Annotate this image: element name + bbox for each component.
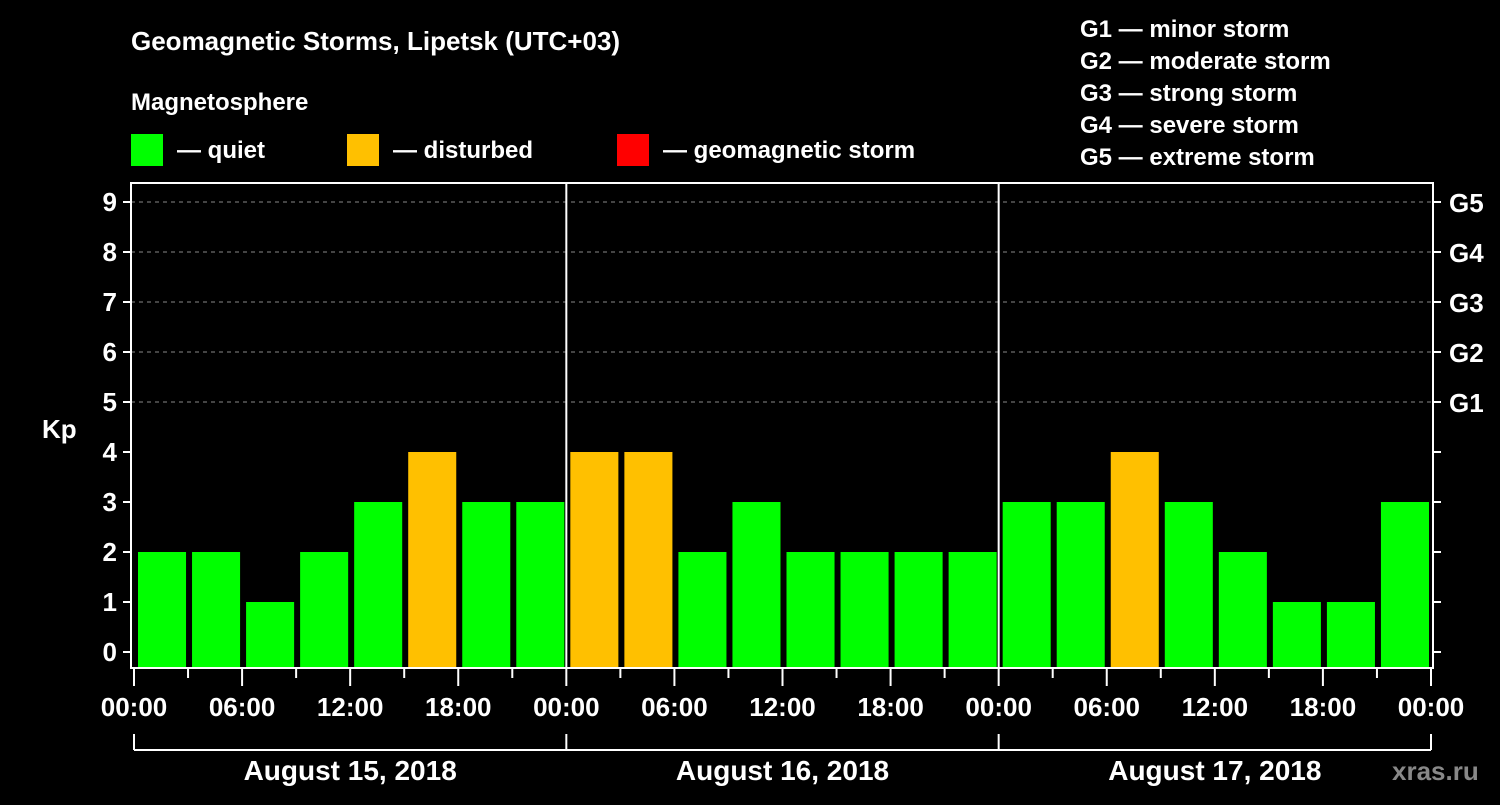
kp-bar [138,552,187,668]
y-tick-label: 1 [103,587,117,617]
kp-bar [1110,452,1159,668]
kp-bar [300,552,349,668]
y-tick-label: 7 [103,287,117,317]
y-tick-label: 4 [103,437,118,467]
y-tick-label: 5 [103,387,117,417]
kp-bar [1326,602,1375,668]
y-tick-label: 8 [103,237,117,267]
g-scale-label: G1 [1449,388,1484,418]
day-label: August 16, 2018 [676,755,889,786]
kp-bar [1218,552,1267,668]
storm-scale-legend: G1 — minor storm G2 — moderate storm G3 … [1080,16,1331,171]
storm-scale-g2: G2 — moderate storm [1080,48,1331,75]
x-tick-label: 18:00 [425,692,492,722]
y-tick-label: 2 [103,537,117,567]
x-tick-label: 00:00 [1398,692,1465,722]
kp-bar [894,552,943,668]
legend-label-quiet: — quiet [177,137,265,164]
day-label: August 17, 2018 [1108,755,1321,786]
chart-title: Geomagnetic Storms, Lipetsk (UTC+03) [131,26,620,56]
kp-bar [1164,502,1213,668]
kp-bar [1056,502,1105,668]
legend: — quiet — disturbed — geomagnetic storm [131,134,915,166]
bars [138,452,1429,668]
legend-swatch-disturbed [347,134,379,166]
legend-title: Magnetosphere [131,89,308,116]
g-scale-label: G3 [1449,288,1484,318]
grid [131,201,1433,403]
kp-bar [1002,502,1051,668]
y-tick-label: 0 [103,637,117,667]
kp-bar [840,552,889,668]
kp-bar [570,452,619,668]
x-tick-label: 12:00 [317,692,384,722]
legend-label-disturbed: — disturbed [393,137,533,164]
storm-scale-g5: G5 — extreme storm [1080,144,1315,171]
x-tick-label: 00:00 [965,692,1032,722]
storm-scale-g3: G3 — strong storm [1080,80,1297,107]
storm-scale-g4: G4 — severe storm [1080,112,1299,139]
g-scale-label: G4 [1449,238,1484,268]
g-scale-label: G2 [1449,338,1484,368]
watermark: xras.ru [1392,756,1479,786]
legend-swatch-storm [617,134,649,166]
x-tick-label: 00:00 [533,692,600,722]
kp-bar [192,552,241,668]
kp-bar [354,502,403,668]
x-tick-label: 12:00 [1182,692,1249,722]
storm-scale-g1: G1 — minor storm [1080,16,1289,43]
x-tick-label: 00:00 [101,692,168,722]
kp-bar [1272,602,1321,668]
x-tick-label: 06:00 [1073,692,1140,722]
g-scale-label: G5 [1449,188,1484,218]
y-axis-label: Kp [42,414,77,444]
x-tick-label: 12:00 [749,692,816,722]
x-tick-label: 18:00 [1290,692,1357,722]
kp-bar [624,452,673,668]
kp-bar [1380,502,1429,668]
y-tick-label: 3 [103,487,117,517]
x-tick-label: 18:00 [857,692,924,722]
y-tick-label: 6 [103,337,117,367]
kp-bar [246,602,295,668]
kp-bar [786,552,835,668]
axes: 0 1 2 3 4 5 6 7 8 9 G1 G2 G3 G4 G5 00:00 06:00 12:00 18:00… [101,182,1484,786]
day-label: August 15, 2018 [244,755,457,786]
kp-bar [678,552,727,668]
y-tick-label: 9 [103,187,117,217]
legend-label-storm: — geomagnetic storm [663,137,915,164]
legend-swatch-quiet [131,134,163,166]
kp-bar [516,502,565,668]
x-tick-label: 06:00 [641,692,708,722]
x-tick-label: 06:00 [209,692,276,722]
kp-bar [408,452,457,668]
kp-bar [948,552,997,668]
kp-bar [462,502,511,668]
kp-bar [732,502,781,668]
